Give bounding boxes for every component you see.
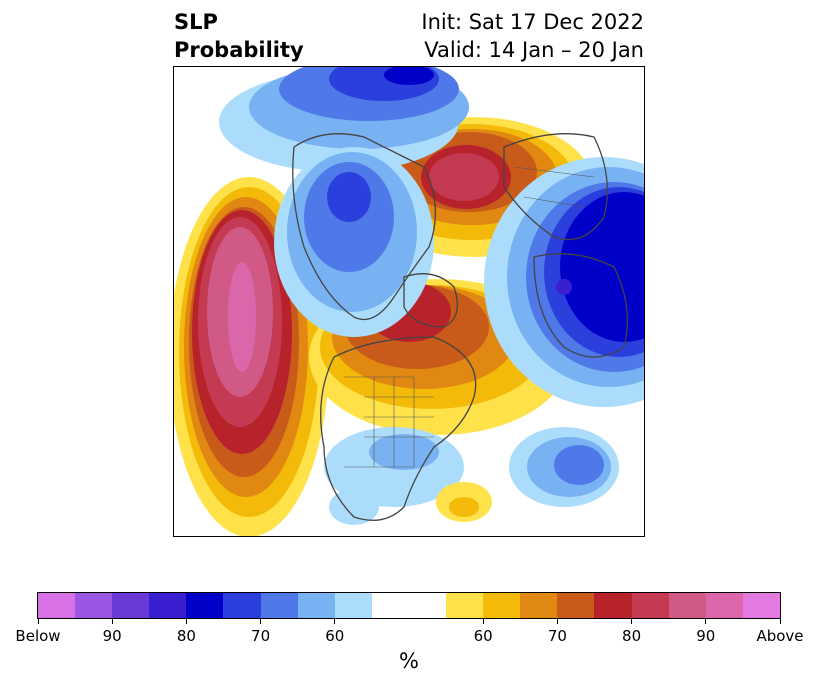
valid-range: Valid: 14 Jan – 20 Jan	[424, 38, 644, 62]
coastlines	[292, 133, 628, 521]
colorbar-tick-label: Below	[15, 627, 61, 645]
colorbar-segment	[483, 593, 521, 618]
colorbar-tick	[334, 619, 336, 624]
colorbar-tick-label: Above	[756, 627, 804, 645]
colorbar-tick	[556, 619, 558, 624]
colorbar-unit: %	[399, 649, 419, 673]
probability-map	[173, 66, 645, 537]
map-svg	[174, 67, 644, 536]
colorbar-segment	[112, 593, 150, 618]
colorbar-segment	[260, 593, 298, 618]
colorbar	[37, 592, 781, 619]
colorbar-segment	[668, 593, 706, 618]
siberia-low-anomaly	[219, 67, 469, 172]
alaska-low-anomaly	[274, 147, 434, 337]
colorbar-tick-label: 60	[325, 627, 345, 645]
colorbar-segment	[520, 593, 558, 618]
colorbar-tick	[111, 619, 113, 624]
colorbar-tick-label: 80	[622, 627, 642, 645]
map-title: SLP Probability	[174, 8, 304, 64]
colorbar-tick	[37, 619, 39, 624]
colorbar-tick-label: 90	[102, 627, 122, 645]
colorbar-tick-label: 70	[251, 627, 271, 645]
init-date: Init: Sat 17 Dec 2022	[421, 10, 644, 34]
colorbar-tick	[779, 619, 781, 624]
date-info: Init: Sat 17 Dec 2022 Valid: 14 Jan – 20…	[421, 8, 644, 64]
atlantic-high-core	[449, 497, 479, 517]
colorbar-segment	[186, 593, 224, 618]
colorbar-segment	[557, 593, 595, 618]
colorbar-segment	[223, 593, 261, 618]
atlantic-low-anomaly	[509, 427, 619, 507]
colorbar-segment	[334, 593, 372, 618]
colorbar-segment	[705, 593, 743, 618]
colorbar-tick-label: 80	[176, 627, 196, 645]
colorbar-tick	[260, 619, 262, 624]
colorbar-segment	[149, 593, 187, 618]
colorbar-tick	[482, 619, 484, 624]
title-line-2: Probability	[174, 38, 304, 62]
colorbar-tick-label: 90	[696, 627, 716, 645]
title-line-1: SLP	[174, 10, 218, 34]
colorbar-segment	[371, 593, 447, 618]
colorbar-segment	[297, 593, 335, 618]
colorbar-tick-label: 70	[547, 627, 567, 645]
colorbar-tick	[705, 619, 707, 624]
colorbar-tick	[185, 619, 187, 624]
colorbar-segment	[631, 593, 669, 618]
colorbar-segment	[446, 593, 484, 618]
colorbar-segment	[742, 593, 780, 618]
europe-low-anomaly	[484, 157, 644, 407]
colorbar-tick-label: 60	[473, 627, 493, 645]
colorbar-segment	[75, 593, 113, 618]
borders	[344, 166, 595, 468]
colorbar-segment	[594, 593, 632, 618]
colorbar-tick	[631, 619, 633, 624]
colorbar-segment	[38, 593, 76, 618]
